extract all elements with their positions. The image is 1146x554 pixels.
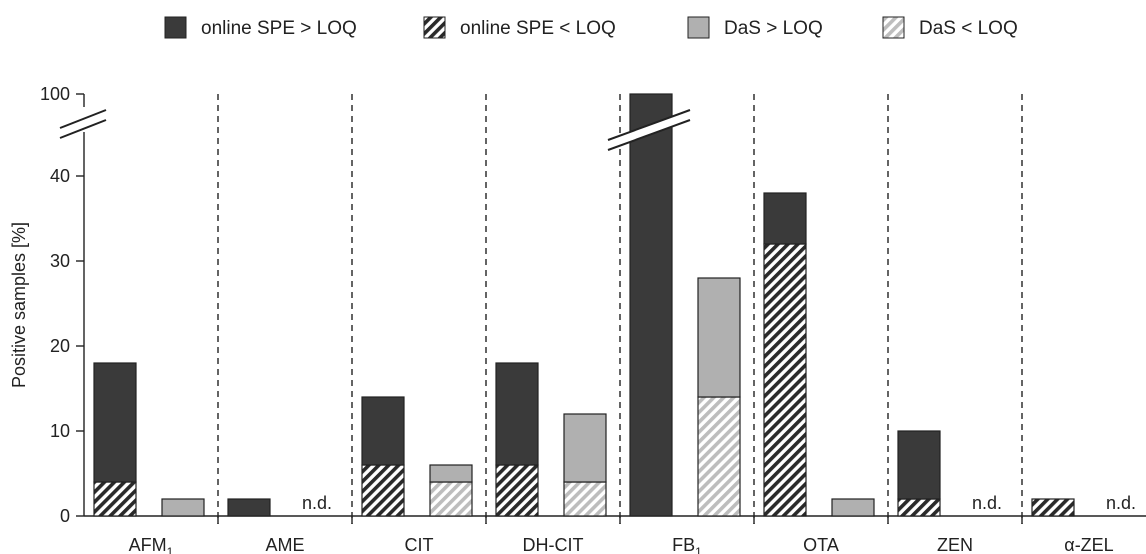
not-detected-label: n.d.	[1106, 493, 1136, 513]
online-spe-above-bar	[495, 362, 539, 466]
das-below-bar	[697, 396, 741, 517]
x-tick-label: CIT	[405, 535, 434, 554]
axis-break-mark	[607, 109, 691, 141]
legend-label: online SPE < LOQ	[460, 18, 616, 39]
axis-break-mark	[59, 109, 107, 129]
legend-swatch-online-above	[164, 16, 187, 39]
y-tick-label: 40	[50, 166, 70, 186]
online-spe-below-bar	[93, 481, 137, 517]
axis-break-mark	[607, 119, 691, 151]
not-detected-label: n.d.	[302, 493, 332, 513]
legend-swatch-online-below	[423, 16, 446, 39]
legend: online SPE > LOQ online SPE < LOQ DaS > LO…	[164, 16, 1018, 39]
online-spe-above-bar	[361, 396, 405, 466]
axis-break-mark	[59, 119, 107, 139]
das-below-bar	[429, 481, 473, 517]
online-spe-below-bar	[763, 243, 807, 517]
legend-swatch-das-below	[882, 16, 905, 39]
online-spe-above-bar	[93, 362, 137, 483]
fb-break-gap	[608, 110, 690, 150]
das-above-bar	[831, 498, 875, 517]
das-above-bar	[697, 277, 741, 398]
not-detected-label: n.d.	[972, 493, 1002, 513]
online-spe-below-bar	[361, 464, 405, 517]
x-tick-label: AFM1	[129, 535, 174, 554]
online-spe-above-bar	[897, 430, 941, 500]
online-spe-above-bar	[763, 192, 807, 245]
x-tick-label: ZEN	[937, 535, 973, 554]
x-tick-label: OTA	[803, 535, 839, 554]
x-tick-label: AME	[265, 535, 304, 554]
x-tick-label: DH-CIT	[523, 535, 584, 554]
plot-area: 0 10 20 30 40 100 Positive samples [%] AFM1 AME n…	[9, 84, 1146, 554]
online-spe-below-bar	[495, 464, 539, 517]
y-tick-label: 20	[50, 336, 70, 356]
y-tick-label: 0	[60, 506, 70, 526]
online-spe-below-bar	[1031, 498, 1075, 517]
legend-swatch-das-above	[687, 16, 710, 39]
y-tick-label: 100	[40, 84, 70, 104]
das-above-bar	[563, 413, 607, 483]
y-axis-title: Positive samples [%]	[9, 222, 29, 388]
online-spe-below-bar	[897, 498, 941, 517]
x-tick-label: FB1	[672, 535, 702, 554]
das-below-bar	[563, 481, 607, 517]
x-tick-label: α-ZEL	[1064, 535, 1113, 554]
das-above-bar	[161, 498, 205, 517]
legend-label: DaS < LOQ	[919, 18, 1018, 39]
online-spe-above-bar	[227, 498, 271, 517]
legend-label: DaS > LOQ	[724, 18, 823, 39]
online-spe-above-bar	[629, 93, 673, 517]
y-tick-label: 10	[50, 421, 70, 441]
y-tick-label: 30	[50, 251, 70, 271]
legend-label: online SPE > LOQ	[201, 18, 357, 39]
das-above-bar	[429, 464, 473, 483]
